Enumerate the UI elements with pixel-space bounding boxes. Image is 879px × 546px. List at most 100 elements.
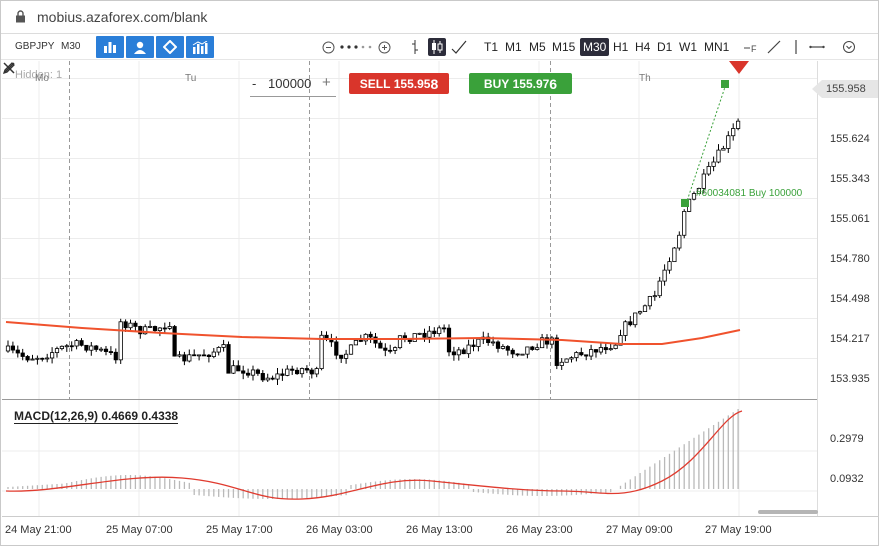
candle <box>5 345 11 352</box>
candle <box>285 368 290 376</box>
settings-dropdown-icon[interactable] <box>840 38 858 56</box>
hidden-objects-label[interactable]: Hidden: 1 <box>15 69 63 81</box>
sell-arrow-marker <box>729 61 749 74</box>
candle <box>515 353 520 356</box>
candle <box>667 261 672 271</box>
url-text[interactable]: mobius.azaforex.com/blank <box>37 9 208 25</box>
candle <box>74 340 79 347</box>
period-mn1[interactable]: MN1 <box>704 40 730 54</box>
candle <box>108 351 113 353</box>
bar-chart-button[interactable] <box>96 36 124 58</box>
sell-button[interactable]: SELL 155.95 8 <box>349 73 449 94</box>
chart-toolbar: GBPJPY M30 T1 M <box>1 34 878 60</box>
candle <box>633 312 638 326</box>
svg-text:F: F <box>751 44 757 54</box>
candle <box>162 327 167 330</box>
candle <box>554 337 559 366</box>
buy-button[interactable]: BUY 155.97 6 <box>469 73 572 94</box>
candle <box>476 338 481 347</box>
candle <box>94 345 99 350</box>
candle <box>593 349 599 353</box>
time-axis-label: 25 May 17:00 <box>206 524 273 536</box>
candle <box>79 340 84 346</box>
zoom-in-icon[interactable] <box>375 38 393 56</box>
time-axis-label: 26 May 13:00 <box>406 524 473 536</box>
candle <box>598 347 604 353</box>
candle <box>231 365 236 374</box>
candle <box>35 357 40 360</box>
candle <box>672 247 677 263</box>
period-m15[interactable]: M15 <box>552 40 576 54</box>
macd-indicator-label[interactable]: MACD(12,26,9) 0.4669 0.4338 <box>14 409 179 424</box>
period-m30[interactable]: M30 <box>580 38 610 56</box>
close-icon[interactable] <box>2 61 16 75</box>
zoom-slider[interactable] <box>339 38 373 56</box>
candle <box>192 354 197 357</box>
indicators-icon <box>192 40 208 54</box>
candle <box>309 369 314 375</box>
line-type-icon[interactable] <box>450 38 468 56</box>
period-h1[interactable]: H1 <box>613 40 629 54</box>
candle <box>427 330 432 338</box>
indicators-button[interactable] <box>186 36 214 58</box>
candle <box>167 326 172 329</box>
address-bar[interactable]: mobius.azaforex.com/blank <box>1 1 878 34</box>
candle <box>236 365 241 372</box>
candle <box>417 332 422 335</box>
candle <box>255 369 260 374</box>
period-d1[interactable]: D1 <box>657 40 673 54</box>
candle <box>275 373 280 380</box>
period-h4[interactable]: H4 <box>635 40 651 54</box>
candles-type-icon[interactable] <box>428 38 446 56</box>
candle <box>353 340 359 346</box>
candle <box>54 348 60 354</box>
position-link <box>685 83 727 205</box>
lot-increase-button[interactable]: + <box>322 74 331 91</box>
objects-button[interactable] <box>156 36 184 58</box>
time-axis-label: 27 May 19:00 <box>705 524 772 536</box>
price-axis-label: 154.498 <box>830 293 870 305</box>
candle <box>89 345 94 351</box>
candle <box>642 305 648 312</box>
zoom-out-icon[interactable] <box>319 38 337 56</box>
timeframe-label[interactable]: M30 <box>61 41 81 52</box>
candle <box>69 345 74 348</box>
period-w1[interactable]: W1 <box>679 40 697 54</box>
price-chart[interactable]: Hidden: 1 Mo Tu Th - 100000 + SELL 155.9… <box>2 61 879 546</box>
price-axis-label: 153.935 <box>830 373 870 385</box>
horizontal-scrollbar <box>758 510 818 514</box>
chart-canvas[interactable] <box>2 61 879 546</box>
open-position-label[interactable]: #60034081 Buy 100000 <box>696 188 803 199</box>
candle <box>392 347 398 351</box>
period-m5[interactable]: M5 <box>529 40 546 54</box>
candle <box>623 321 628 336</box>
trendline-icon[interactable] <box>765 38 783 56</box>
candle <box>103 348 109 352</box>
lot-size-stepper[interactable]: - 100000 + <box>250 73 336 97</box>
vertical-line-icon[interactable] <box>787 38 805 56</box>
candle <box>187 354 192 362</box>
account-button[interactable] <box>126 36 154 58</box>
candle <box>726 135 731 149</box>
candle <box>143 326 148 335</box>
candle <box>691 193 697 200</box>
sell-label: SELL <box>359 76 391 91</box>
candle <box>446 327 452 353</box>
symbol-label[interactable]: GBPJPY <box>15 41 55 52</box>
candle <box>201 354 207 357</box>
time-axis-label: 24 May 21:00 <box>5 524 72 536</box>
day-label-mo: Mo <box>35 73 49 84</box>
period-m1[interactable]: M1 <box>505 40 522 54</box>
period-t1[interactable]: T1 <box>484 40 499 54</box>
lot-decrease-button[interactable]: - <box>252 76 257 91</box>
candle <box>677 234 682 249</box>
lot-size-input[interactable]: 100000 <box>268 76 312 91</box>
horizontal-line-icon[interactable] <box>808 38 826 56</box>
candle <box>603 347 608 351</box>
candle <box>701 173 706 189</box>
bars-type-icon[interactable] <box>406 38 424 56</box>
macd-signal-line <box>5 410 743 500</box>
price-label-icon[interactable]: F <box>742 38 760 56</box>
candle <box>662 269 667 282</box>
candle <box>177 354 182 357</box>
